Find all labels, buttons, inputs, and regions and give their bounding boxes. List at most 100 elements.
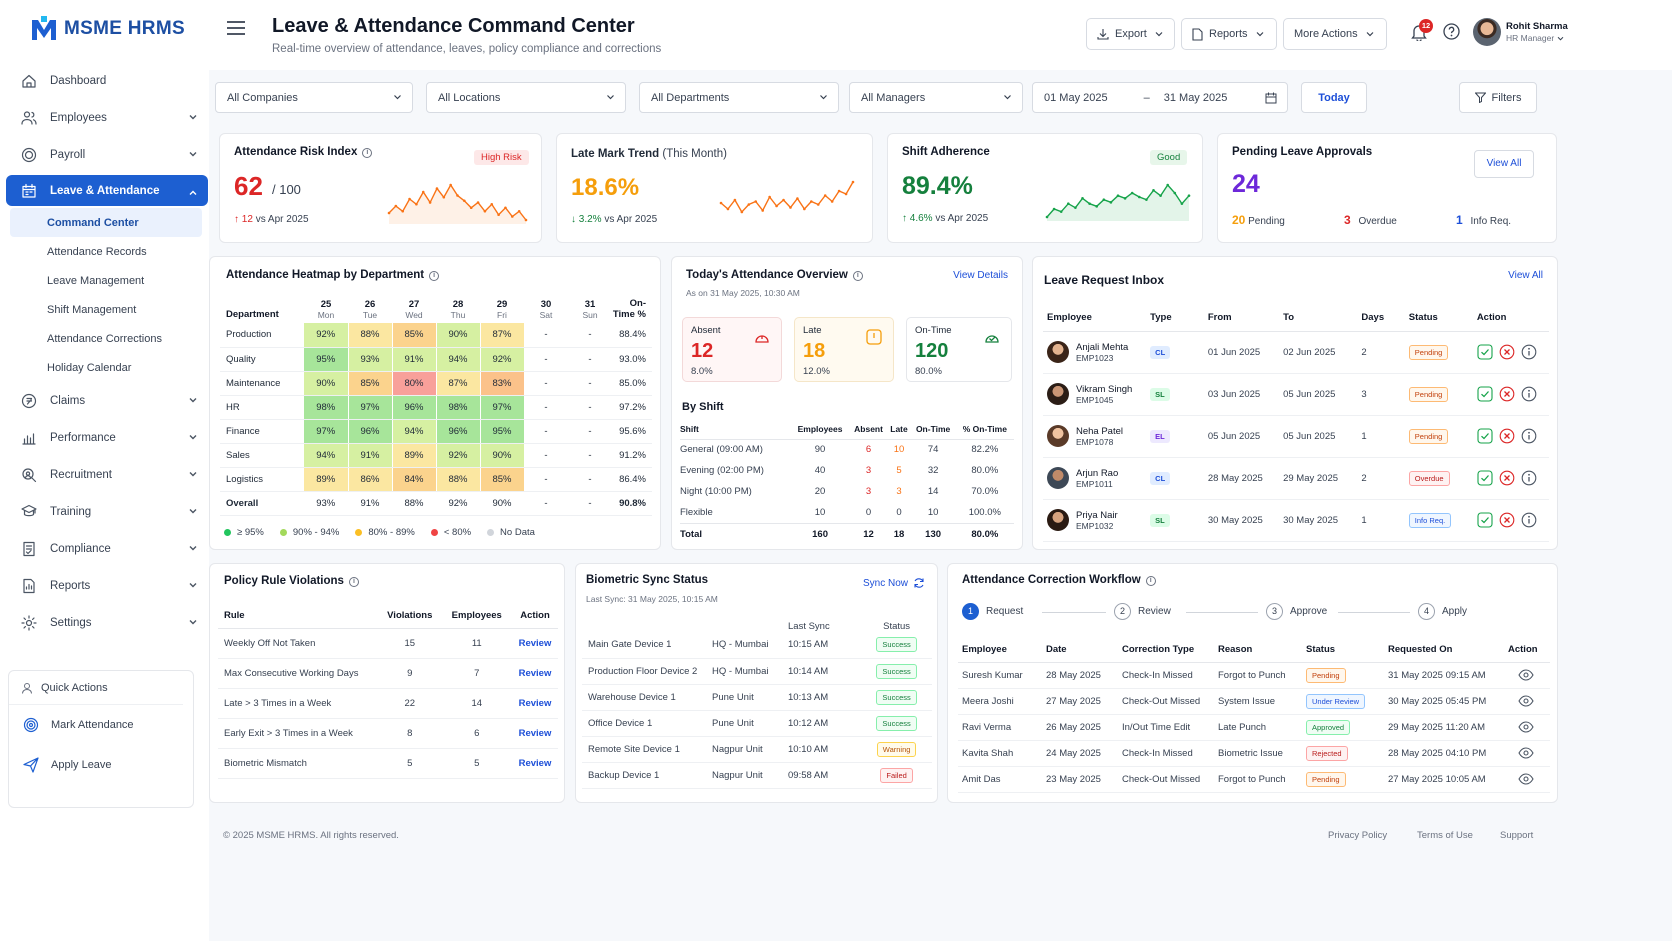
heatmap-cell[interactable]: - <box>568 371 613 396</box>
heatmap-cell[interactable]: 92% <box>480 347 525 372</box>
submenu-item-shift-management[interactable]: Shift Management <box>47 303 137 316</box>
workflow-step[interactable]: 3 Approve <box>1266 603 1327 620</box>
submenu-item-attendance-records[interactable]: Attendance Records <box>47 245 147 258</box>
heatmap-cell[interactable]: 86% <box>348 467 393 492</box>
heatmap-cell[interactable]: 87% <box>436 371 481 396</box>
inbox-view-all-link[interactable]: View All <box>1508 270 1543 281</box>
heatmap-cell[interactable]: 84% <box>392 467 437 492</box>
submenu-item-command-center[interactable]: Command Center <box>10 208 202 237</box>
eye-icon[interactable] <box>1518 693 1534 709</box>
eye-icon[interactable] <box>1518 771 1534 787</box>
reject-icon[interactable] <box>1499 428 1515 444</box>
heatmap-cell[interactable]: 89% <box>304 467 349 492</box>
support-link[interactable]: Support <box>1500 829 1534 841</box>
eye-icon[interactable] <box>1518 667 1534 683</box>
inbox-row[interactable]: Arjun Rao EMP1011 CL 28 May 2025 29 May 2025… <box>1043 457 1549 500</box>
workflow-step[interactable]: 1 Request <box>962 603 1023 620</box>
workflow-step[interactable]: 2 Review <box>1114 603 1171 620</box>
review-link[interactable]: Review <box>511 718 558 749</box>
heatmap-cell[interactable]: 92% <box>304 323 349 348</box>
heatmap-cell[interactable]: - <box>568 443 613 468</box>
heatmap-cell[interactable]: 94% <box>392 419 437 444</box>
heatmap-cell[interactable]: 90% <box>480 443 525 468</box>
today-button[interactable]: Today <box>1301 82 1367 113</box>
heatmap-cell[interactable]: 96% <box>392 395 437 420</box>
heatmap-cell[interactable]: 95% <box>304 347 349 372</box>
heatmap-cell[interactable]: - <box>568 467 613 492</box>
privacy-link[interactable]: Privacy Policy <box>1328 829 1388 841</box>
eye-icon[interactable] <box>1518 745 1534 761</box>
heatmap-cell[interactable]: 85% <box>392 323 437 348</box>
heatmap-cell[interactable]: 96% <box>436 419 481 444</box>
review-link[interactable]: Review <box>511 658 558 689</box>
app-logo[interactable]: MSME HRMS <box>30 14 185 44</box>
info-icon[interactable]: i <box>362 148 373 158</box>
user-role[interactable]: HR Manager <box>1506 33 1555 43</box>
sidebar-item-performance[interactable]: Performance <box>6 419 208 456</box>
sync-now-button[interactable]: Sync Now <box>863 577 925 589</box>
heatmap-cell[interactable]: 97% <box>480 395 525 420</box>
heatmap-cell[interactable]: 87% <box>480 323 525 348</box>
heatmap-cell[interactable]: - <box>568 347 613 372</box>
user-avatar[interactable] <box>1473 18 1501 46</box>
info-count-group[interactable]: 1 Info Req. <box>1456 213 1511 227</box>
heatmap-cell[interactable]: 80% <box>392 371 437 396</box>
overdue-count-group[interactable]: 3 Overdue <box>1344 213 1397 227</box>
export-button[interactable]: Export <box>1086 18 1175 50</box>
review-link[interactable]: Review <box>511 748 558 779</box>
info-icon[interactable] <box>1521 512 1537 528</box>
approve-icon[interactable] <box>1477 386 1493 402</box>
view-details-link[interactable]: View Details <box>953 270 1008 281</box>
inbox-row[interactable]: Vikram Singh EMP1045 SL 03 Jun 2025 05 Jun 2… <box>1043 373 1549 416</box>
review-link[interactable]: Review <box>511 628 558 659</box>
sidebar-item-claims[interactable]: Claims <box>6 382 208 419</box>
sidebar-item-employees[interactable]: Employees <box>6 99 208 136</box>
heatmap-cell[interactable]: - <box>524 347 569 372</box>
department-select[interactable]: All Departments <box>639 82 839 113</box>
heatmap-cell[interactable]: 88% <box>348 323 393 348</box>
apply-leave-button[interactable]: Apply Leave <box>9 745 193 785</box>
heatmap-cell[interactable]: 91% <box>348 443 393 468</box>
info-icon[interactable]: i <box>852 271 863 281</box>
sidebar-item-training[interactable]: Training <box>6 493 208 530</box>
heatmap-cell[interactable]: - <box>568 323 613 348</box>
sidebar-item-settings[interactable]: Settings <box>6 604 208 641</box>
heatmap-cell[interactable]: 95% <box>480 419 525 444</box>
heatmap-cell[interactable]: 98% <box>436 395 481 420</box>
ontime-tile[interactable]: On-Time 120 80.0% <box>906 317 1012 382</box>
sidebar-item-dashboard[interactable]: Dashboard <box>6 62 208 99</box>
sidebar-item-leave-attendance[interactable]: Leave & Attendance <box>6 175 208 206</box>
heatmap-cell[interactable]: - <box>524 419 569 444</box>
sidebar-item-compliance[interactable]: Compliance <box>6 530 208 567</box>
manager-select[interactable]: All Managers <box>849 82 1023 113</box>
view-all-approvals-button[interactable]: View All <box>1474 150 1534 178</box>
heatmap-cell[interactable]: 97% <box>348 395 393 420</box>
heatmap-cell[interactable]: 85% <box>348 371 393 396</box>
submenu-item-leave-management[interactable]: Leave Management <box>47 274 145 287</box>
reports-button[interactable]: Reports <box>1181 18 1277 50</box>
heatmap-cell[interactable]: 98% <box>304 395 349 420</box>
info-icon[interactable] <box>1521 470 1537 486</box>
info-icon[interactable]: i <box>429 271 440 281</box>
location-select[interactable]: All Locations <box>426 82 626 113</box>
heatmap-cell[interactable]: 83% <box>480 371 525 396</box>
mark-attendance-button[interactable]: Mark Attendance <box>9 705 193 745</box>
heatmap-cell[interactable]: 97% <box>304 419 349 444</box>
sidebar-item-recruitment[interactable]: Recruitment <box>6 456 208 493</box>
info-icon[interactable] <box>1521 428 1537 444</box>
date-range-picker[interactable]: 01 May 2025 – 31 May 2025 <box>1032 82 1288 113</box>
review-link[interactable]: Review <box>511 688 558 719</box>
heatmap-cell[interactable]: 89% <box>392 443 437 468</box>
absent-tile[interactable]: Absent 12 8.0% <box>682 317 782 382</box>
info-icon[interactable]: i <box>348 577 359 587</box>
submenu-item-holiday-calendar[interactable]: Holiday Calendar <box>47 361 132 374</box>
chevron-down-icon[interactable] <box>1557 36 1564 41</box>
approve-icon[interactable] <box>1477 512 1493 528</box>
heatmap-cell[interactable]: 88% <box>436 467 481 492</box>
reject-icon[interactable] <box>1499 512 1515 528</box>
sidebar-item-payroll[interactable]: Payroll <box>6 136 208 173</box>
approve-icon[interactable] <box>1477 344 1493 360</box>
help-icon[interactable] <box>1443 23 1460 40</box>
heatmap-cell[interactable]: 93% <box>348 347 393 372</box>
reject-icon[interactable] <box>1499 470 1515 486</box>
